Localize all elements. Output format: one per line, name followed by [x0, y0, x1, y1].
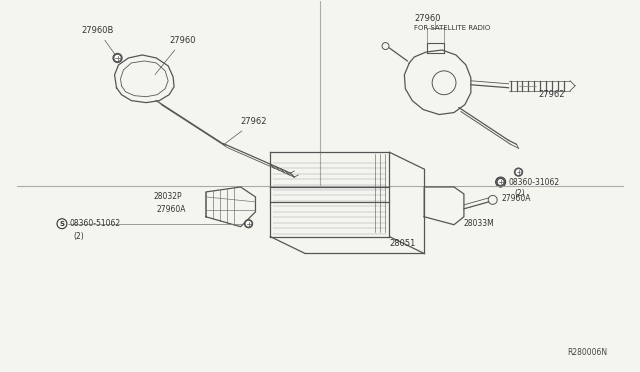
- Text: 27962: 27962: [538, 90, 565, 99]
- Circle shape: [115, 55, 120, 60]
- Text: 27960A: 27960A: [502, 195, 531, 203]
- Circle shape: [113, 54, 122, 62]
- Text: FOR SATELLITE RADIO: FOR SATELLITE RADIO: [414, 25, 490, 31]
- Text: 27962: 27962: [225, 118, 267, 144]
- Text: (2): (2): [515, 189, 525, 198]
- Text: 27960: 27960: [414, 14, 441, 23]
- Text: 27960A: 27960A: [156, 205, 186, 214]
- Text: 28051: 28051: [390, 239, 416, 248]
- Text: 27960B: 27960B: [82, 26, 116, 56]
- Circle shape: [515, 168, 522, 176]
- Text: 27960: 27960: [155, 36, 196, 75]
- Circle shape: [516, 170, 521, 174]
- Text: 08360-31062: 08360-31062: [509, 177, 560, 186]
- Text: S: S: [498, 179, 503, 185]
- Circle shape: [497, 178, 504, 186]
- Text: 08360-51062: 08360-51062: [70, 219, 121, 228]
- Text: S: S: [60, 221, 65, 227]
- Text: 28033M: 28033M: [464, 219, 495, 228]
- Circle shape: [246, 222, 251, 226]
- Circle shape: [244, 220, 253, 228]
- Text: (2): (2): [74, 232, 84, 241]
- Circle shape: [499, 180, 503, 184]
- Text: 28032P: 28032P: [153, 192, 182, 201]
- Text: R280006N: R280006N: [568, 348, 608, 357]
